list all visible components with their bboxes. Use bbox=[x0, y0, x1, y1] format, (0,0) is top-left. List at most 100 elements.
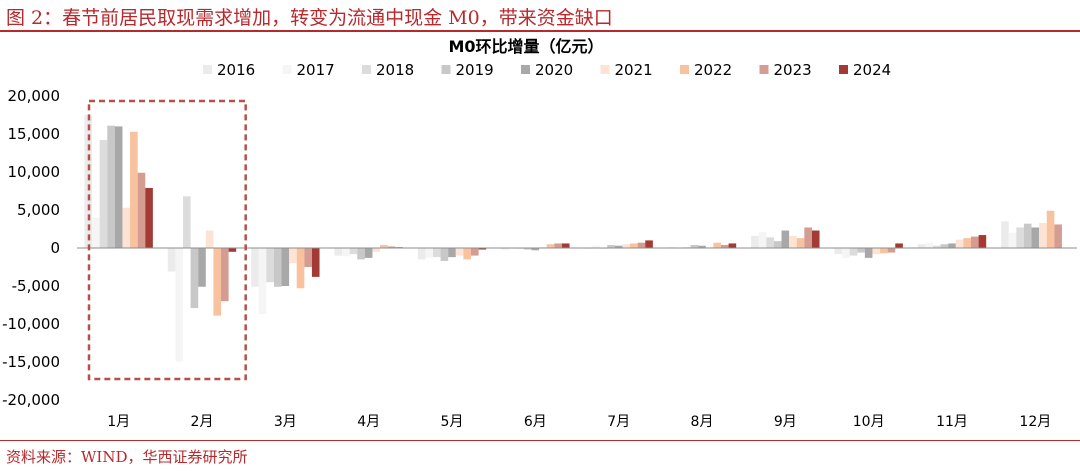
bar bbox=[955, 239, 964, 248]
bar bbox=[637, 242, 646, 248]
bar bbox=[842, 248, 850, 258]
y-tick-label: 5,000 bbox=[17, 201, 60, 219]
legend-swatch bbox=[203, 65, 212, 74]
legend-item: 2017 bbox=[282, 61, 335, 79]
bar bbox=[811, 230, 820, 248]
legend-swatch bbox=[680, 65, 689, 74]
highlight-box bbox=[87, 99, 247, 381]
legend-item: 2024 bbox=[839, 61, 891, 79]
bar bbox=[690, 244, 699, 248]
bar bbox=[1001, 221, 1009, 248]
legend-item: 2022 bbox=[680, 61, 732, 79]
x-tick-label: 7月 bbox=[607, 414, 630, 430]
y-tick-label: -5,000 bbox=[12, 277, 60, 295]
bar bbox=[433, 248, 441, 258]
bar bbox=[501, 248, 509, 250]
series-2023 bbox=[137, 172, 1062, 302]
series-2024 bbox=[145, 187, 987, 277]
bar bbox=[304, 248, 312, 267]
bar bbox=[440, 248, 449, 261]
bar bbox=[448, 248, 456, 258]
x-tick-label: 11月 bbox=[936, 414, 968, 430]
bar bbox=[758, 232, 767, 248]
bar bbox=[948, 243, 956, 248]
bar bbox=[523, 248, 532, 250]
bar bbox=[1031, 227, 1040, 248]
series-2016 bbox=[84, 115, 1009, 287]
series-2022 bbox=[130, 131, 1055, 316]
bar bbox=[933, 245, 941, 248]
bar bbox=[190, 248, 199, 309]
bar bbox=[92, 217, 100, 248]
bar bbox=[849, 248, 858, 256]
legend-label: 2021 bbox=[615, 61, 653, 79]
legend-label: 2017 bbox=[297, 61, 335, 79]
bar bbox=[463, 248, 471, 260]
bar bbox=[630, 243, 638, 248]
y-tick-label: 20,000 bbox=[8, 87, 61, 105]
footer-divider bbox=[0, 440, 1080, 441]
bar bbox=[614, 245, 623, 248]
bar bbox=[1023, 223, 1032, 248]
x-axis: 1月 2月 3月 4月 5月 6月 7月 8月 9月 10月 11月 12月 bbox=[107, 414, 1051, 430]
bar bbox=[895, 243, 903, 248]
bar bbox=[766, 237, 774, 248]
bar bbox=[698, 245, 706, 248]
bar bbox=[834, 248, 843, 255]
bar bbox=[1054, 224, 1062, 248]
bar bbox=[471, 248, 479, 256]
y-tick-label: 0 bbox=[50, 239, 60, 257]
bar bbox=[963, 238, 971, 248]
x-tick-label: 5月 bbox=[441, 414, 464, 430]
bar bbox=[1008, 232, 1017, 248]
bar bbox=[796, 238, 805, 248]
bar bbox=[887, 248, 896, 253]
x-tick-label: 12月 bbox=[1019, 414, 1051, 430]
x-tick-label: 2月 bbox=[191, 414, 214, 430]
x-tick-label: 4月 bbox=[357, 414, 380, 430]
bar bbox=[1039, 222, 1047, 248]
bar bbox=[99, 140, 108, 248]
series-2019 bbox=[107, 125, 1032, 309]
legend-item: 2023 bbox=[759, 61, 812, 79]
bar bbox=[289, 248, 297, 264]
bar bbox=[531, 248, 540, 251]
bar bbox=[198, 248, 206, 287]
bar bbox=[107, 125, 115, 248]
bar bbox=[258, 248, 267, 315]
series-2017 bbox=[92, 217, 1017, 362]
bar bbox=[130, 131, 138, 248]
legend-label: 2019 bbox=[456, 61, 494, 79]
bar bbox=[925, 242, 933, 248]
bar bbox=[364, 248, 373, 258]
bar bbox=[546, 244, 555, 248]
bar bbox=[349, 248, 358, 255]
bar bbox=[84, 115, 93, 248]
y-tick-label: -10,000 bbox=[2, 315, 60, 333]
bar-series bbox=[84, 115, 1062, 362]
bar bbox=[183, 196, 191, 248]
legend-label: 2024 bbox=[853, 61, 891, 79]
bar bbox=[978, 235, 987, 248]
bar bbox=[380, 244, 388, 248]
legend-item: 2018 bbox=[362, 61, 414, 79]
y-tick-label: -20,000 bbox=[2, 391, 60, 409]
x-tick-label: 10月 bbox=[853, 414, 885, 430]
bar bbox=[607, 244, 615, 248]
x-tick-label: 3月 bbox=[274, 414, 297, 430]
bar bbox=[789, 235, 797, 248]
bar bbox=[122, 207, 131, 248]
bar bbox=[917, 244, 926, 248]
bar bbox=[417, 248, 426, 260]
bar bbox=[773, 241, 782, 248]
legend-label: 2020 bbox=[535, 61, 573, 79]
bar bbox=[455, 248, 464, 256]
bar bbox=[425, 248, 433, 258]
bar bbox=[281, 248, 290, 286]
bar bbox=[357, 248, 365, 260]
bar bbox=[880, 248, 888, 254]
bar bbox=[175, 248, 183, 362]
bar bbox=[940, 244, 949, 248]
x-tick-label: 6月 bbox=[524, 414, 547, 430]
legend-label: 2023 bbox=[774, 61, 812, 79]
